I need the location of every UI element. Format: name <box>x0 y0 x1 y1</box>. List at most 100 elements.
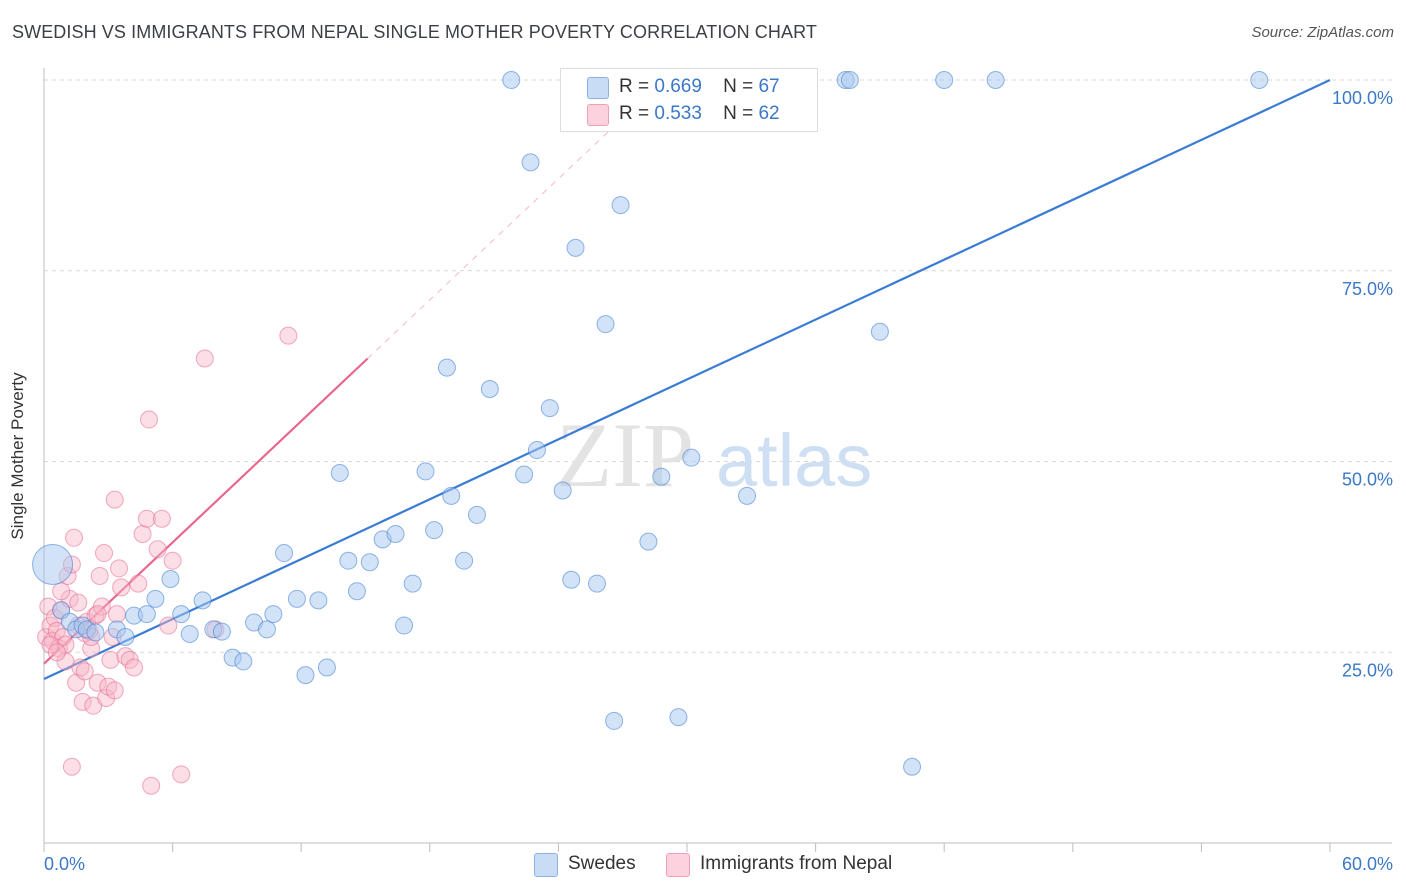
data-point-swedes <box>1250 71 1269 89</box>
legend-swatch-swedes <box>587 77 609 99</box>
legend-n-value-swedes: 67 <box>758 76 780 97</box>
data-point-nepal <box>62 757 81 776</box>
legend-box: R = 0.669 N = 67 R = 0.533 N = 62 <box>560 68 818 132</box>
points-nepal <box>37 326 298 795</box>
y-tick-label: 100.0% <box>1332 88 1393 108</box>
data-point-nepal <box>279 326 298 345</box>
x-tick-label: 60.0% <box>1342 854 1393 874</box>
data-point-swedes <box>596 315 615 334</box>
data-point-swedes <box>605 711 624 730</box>
data-point-nepal <box>129 574 148 593</box>
data-point-nepal <box>140 410 159 429</box>
data-point-nepal <box>47 643 66 662</box>
data-point-swedes <box>442 486 461 505</box>
data-point-swedes <box>32 544 74 586</box>
watermark-atlas: atlas <box>716 419 872 502</box>
data-point-swedes <box>264 605 283 624</box>
data-point-swedes <box>86 623 105 642</box>
data-point-swedes <box>682 448 701 467</box>
data-point-nepal <box>195 349 214 368</box>
data-point-swedes <box>480 380 499 399</box>
data-point-swedes <box>425 521 444 540</box>
data-point-nepal <box>69 593 88 612</box>
data-point-nepal <box>101 650 120 669</box>
data-point-nepal <box>125 658 144 677</box>
x-tick-label: 0.0% <box>44 854 85 874</box>
data-point-swedes <box>287 589 306 608</box>
data-point-swedes <box>986 71 1005 89</box>
data-point-nepal <box>148 540 167 559</box>
legend-swatch-nepal <box>587 104 609 126</box>
data-point-swedes <box>566 238 585 257</box>
data-point-swedes <box>935 71 954 89</box>
data-point-swedes <box>467 505 486 524</box>
data-point-swedes <box>386 524 405 543</box>
bottom-swatch-nepal <box>666 853 690 877</box>
tick-labels: 25.0% 50.0% 75.0% 100.0% 0.0% 60.0% <box>44 88 1393 874</box>
trend-lines <box>43 79 1331 680</box>
data-point-swedes <box>395 616 414 635</box>
data-point-nepal <box>110 559 129 578</box>
data-point-swedes <box>339 551 358 570</box>
bottom-swatch-swedes <box>534 853 558 877</box>
legend-n-value-nepal: 62 <box>758 103 780 124</box>
data-point-nepal <box>65 528 84 547</box>
trend-line-nepal <box>43 357 369 665</box>
trend-line-swedes <box>43 79 1331 680</box>
data-point-swedes <box>521 153 540 172</box>
data-point-nepal <box>112 578 131 597</box>
data-point-swedes <box>870 322 889 341</box>
axes <box>43 68 1392 852</box>
watermark: ZIP atlas <box>556 404 872 506</box>
data-point-swedes <box>193 591 212 610</box>
data-point-nepal <box>52 582 71 601</box>
data-point-swedes <box>455 551 474 570</box>
data-point-swedes <box>639 532 658 551</box>
data-point-swedes <box>738 486 757 505</box>
data-point-swedes <box>587 574 606 593</box>
y-tick-label: 50.0% <box>1342 470 1393 490</box>
data-point-nepal <box>163 551 182 570</box>
data-point-swedes <box>669 708 688 727</box>
data-point-swedes <box>403 574 422 593</box>
data-point-nepal <box>105 490 124 509</box>
data-point-nepal <box>75 662 94 681</box>
legend-r-label: R = <box>619 103 650 124</box>
data-point-nepal <box>88 673 107 692</box>
y-tick-label: 25.0% <box>1342 660 1393 680</box>
data-point-swedes <box>172 605 191 624</box>
legend-n-label: N = <box>723 103 754 124</box>
data-point-swedes <box>257 620 276 639</box>
data-point-swedes <box>515 465 534 484</box>
data-point-swedes <box>540 399 559 418</box>
data-point-nepal <box>73 692 92 711</box>
data-point-nepal <box>159 616 178 635</box>
data-point-swedes <box>317 658 336 677</box>
data-point-nepal <box>152 509 171 528</box>
trend-line-nepal-extension <box>367 117 624 359</box>
data-point-swedes <box>527 441 546 460</box>
grid-lines <box>44 79 1392 653</box>
y-tick-label: 75.0% <box>1342 279 1393 299</box>
legend-r-label: R = <box>619 76 650 97</box>
data-point-nepal <box>105 681 124 700</box>
data-point-swedes <box>437 358 456 377</box>
watermark-zip: ZIP <box>556 404 694 506</box>
y-axis-label: Single Mother Poverty <box>8 372 27 540</box>
data-point-swedes <box>502 71 521 89</box>
data-point-nepal <box>107 605 126 624</box>
legend-r-value-nepal: 0.533 <box>654 103 702 124</box>
data-point-nepal <box>90 566 109 585</box>
data-point-nepal <box>142 776 161 795</box>
data-point-swedes <box>840 71 859 89</box>
data-point-swedes <box>234 652 253 671</box>
data-point-swedes <box>360 553 379 572</box>
data-point-swedes <box>161 570 180 589</box>
data-point-swedes <box>296 666 315 685</box>
data-point-swedes <box>137 605 156 624</box>
data-point-swedes <box>212 622 231 641</box>
data-point-nepal <box>172 765 191 784</box>
data-point-swedes <box>180 624 199 643</box>
data-point-nepal <box>88 605 107 624</box>
